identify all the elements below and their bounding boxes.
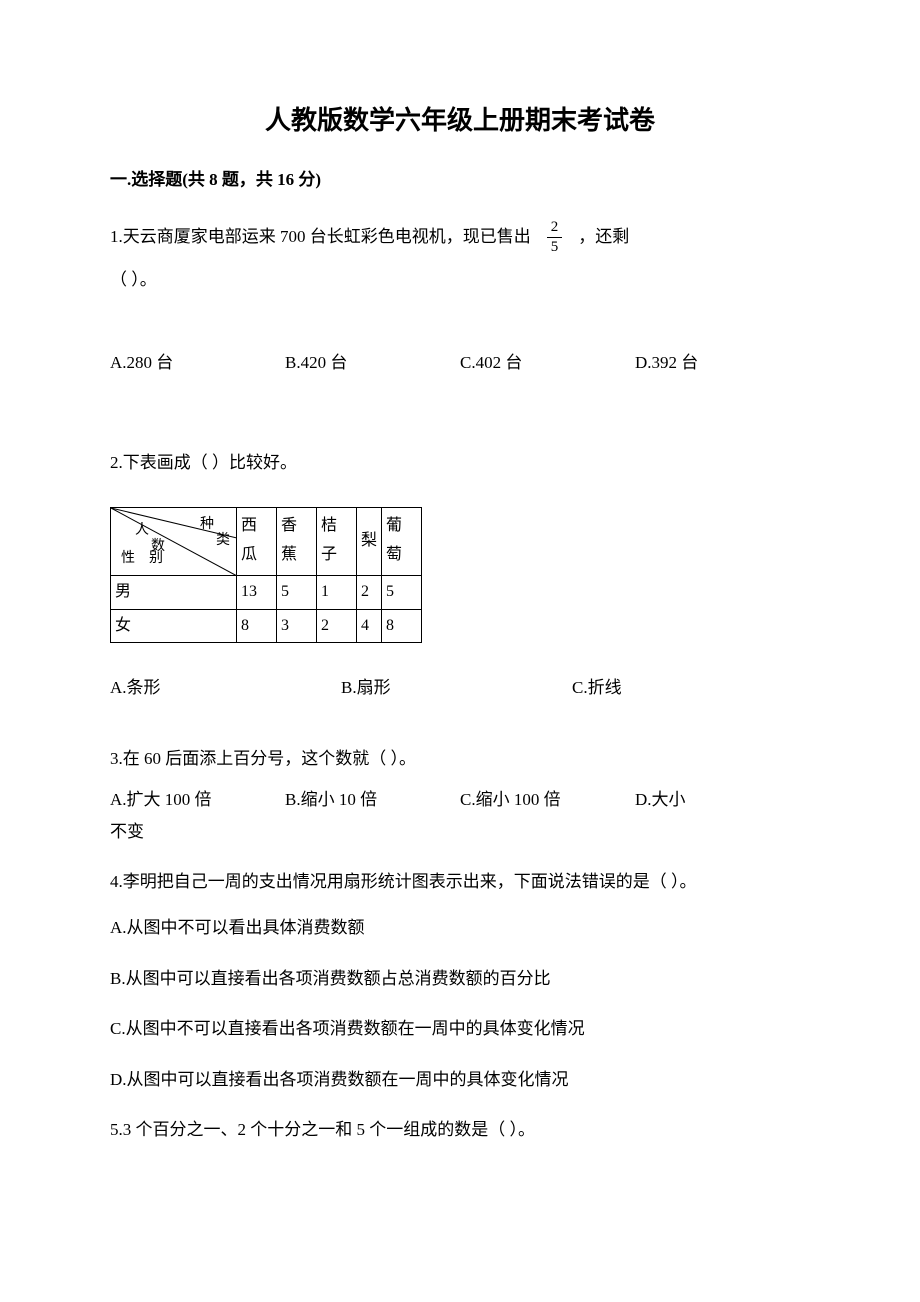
question-5: 5.3 个百分之一、2 个十分之一和 5 个一组成的数是（ ）。 [110,1115,810,1146]
q4-text: 4.李明把自己一周的支出情况用扇形统计图表示出来，下面说法错误的是（ ）。 [110,868,810,895]
table-cell: 5 [382,575,422,609]
q1-options: A.280 台 B.420 台 C.402 台 D.392 台 [110,348,810,379]
question-1: 1.天云商厦家电部运来 700 台长虹彩色电视机，现已售出 2 5 ，还剩 （ … [110,220,810,378]
table-cell: 13 [237,575,277,609]
table-cell: 8 [382,609,422,643]
q4-opt-b: B.从图中可以直接看出各项消费数额占总消费数额的百分比 [110,964,810,995]
q3-opt-d-line2: 不变 [110,817,810,848]
hlabel-bot: 性 [121,546,135,571]
hlabel-bot2: 别 [149,546,163,571]
q1-fraction: 2 5 [547,220,563,255]
table-cell: 5 [277,575,317,609]
table-col-header: 香蕉 [277,507,317,575]
table-cell: 3 [277,609,317,643]
table-col-header: 葡萄 [382,507,422,575]
q2-opt-a: A.条形 [110,673,341,704]
q1-opt-c: C.402 台 [460,348,635,379]
q3-opt-a: A.扩大 100 倍 [110,785,285,816]
table-header-diagonal: 种 类 人 数 性 别 [111,507,237,575]
q1-opt-a: A.280 台 [110,348,285,379]
exam-title: 人教版数学六年级上册期末考试卷 [110,100,810,137]
question-3: 3.在 60 后面添上百分号，这个数就（ ）。 A.扩大 100 倍 B.缩小 … [110,744,810,848]
table-row-label: 女 [111,609,237,643]
table-row-label: 男 [111,575,237,609]
fraction-numerator: 2 [547,220,563,237]
q3-options: A.扩大 100 倍 B.缩小 10 倍 C.缩小 100 倍 D.大小 [110,785,810,816]
table-cell: 2 [317,609,357,643]
table-cell: 8 [237,609,277,643]
q4-opt-a: A.从图中不可以看出具体消费数额 [110,913,810,944]
table-row: 女 8 3 2 4 8 [111,609,422,643]
q4-opt-d: D.从图中可以直接看出各项消费数额在一周中的具体变化情况 [110,1065,810,1096]
q2-opt-c: C.折线 [572,673,803,704]
q1-text-a: 1.天云商厦家电部运来 700 台长虹彩色电视机，现已售出 [110,222,531,253]
q2-options: A.条形 B.扇形 C.折线 [110,673,810,704]
question-4: 4.李明把自己一周的支出情况用扇形统计图表示出来，下面说法错误的是（ ）。 A.… [110,868,810,1096]
table-col-header: 桔子 [317,507,357,575]
hlabel-top2: 类 [216,528,230,553]
hlabel-top: 种 [200,512,214,537]
q3-opt-b: B.缩小 10 倍 [285,785,460,816]
q4-opt-c: C.从图中不可以直接看出各项消费数额在一周中的具体变化情况 [110,1014,810,1045]
q2-opt-b: B.扇形 [341,673,572,704]
question-2: 2.下表画成（ ）比较好。 种 类 人 数 性 别 西瓜 香蕉 桔子 梨 葡萄 [110,448,810,704]
table-cell: 1 [317,575,357,609]
table-col-header: 梨 [357,507,382,575]
q3-opt-d: D.大小 [635,785,810,816]
q1-text-c: （ ）。 [110,265,810,296]
q3-text: 3.在 60 后面添上百分号，这个数就（ ）。 [110,744,810,775]
q2-table: 种 类 人 数 性 别 西瓜 香蕉 桔子 梨 葡萄 男 13 5 1 2 5 女… [110,507,422,644]
table-cell: 2 [357,575,382,609]
q1-opt-d: D.392 台 [635,348,810,379]
section-1-header: 一.选择题(共 8 题，共 16 分) [110,165,810,190]
hlabel-mid: 人 [135,518,149,543]
table-row: 种 类 人 数 性 别 西瓜 香蕉 桔子 梨 葡萄 [111,507,422,575]
q4-options: A.从图中不可以看出具体消费数额 B.从图中可以直接看出各项消费数额占总消费数额… [110,913,810,1095]
q2-text: 2.下表画成（ ）比较好。 [110,448,810,479]
q1-text-b: ，还剩 [578,222,629,253]
table-row: 男 13 5 1 2 5 [111,575,422,609]
q3-opt-c: C.缩小 100 倍 [460,785,635,816]
fraction-denominator: 5 [547,237,563,255]
table-cell: 4 [357,609,382,643]
table-col-header: 西瓜 [237,507,277,575]
q5-text: 5.3 个百分之一、2 个十分之一和 5 个一组成的数是（ ）。 [110,1115,810,1146]
q1-opt-b: B.420 台 [285,348,460,379]
